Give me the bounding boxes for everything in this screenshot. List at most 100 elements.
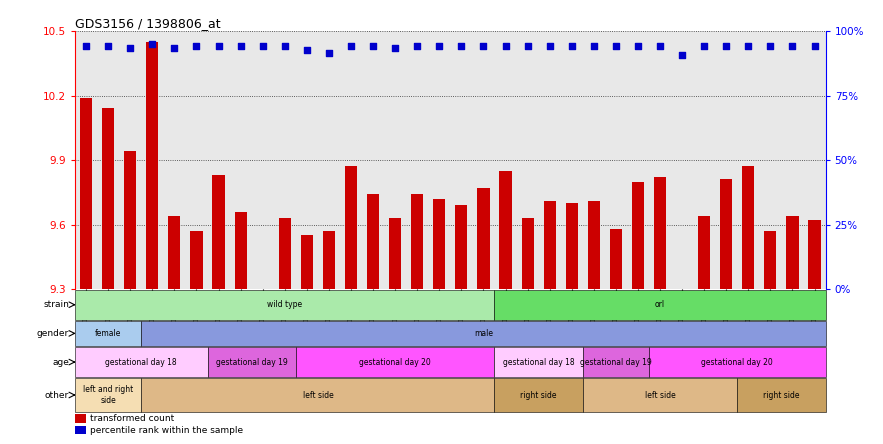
- Text: orl: orl: [655, 300, 665, 309]
- Point: [477, 43, 491, 50]
- Bar: [566, 203, 577, 289]
- Text: left and right
side: left and right side: [83, 385, 133, 404]
- Bar: [208, 347, 296, 377]
- Point: [366, 43, 381, 50]
- Bar: [367, 194, 379, 289]
- Bar: [522, 218, 533, 289]
- Point: [168, 45, 182, 52]
- Text: wild type: wild type: [268, 300, 302, 309]
- Bar: [456, 205, 467, 289]
- Point: [521, 43, 535, 50]
- Point: [586, 43, 600, 50]
- Point: [609, 43, 623, 50]
- Bar: [500, 171, 511, 289]
- Point: [653, 43, 668, 50]
- Text: right side: right side: [763, 391, 800, 400]
- Bar: [75, 426, 87, 434]
- Text: other: other: [45, 391, 69, 400]
- Bar: [75, 415, 87, 423]
- Point: [719, 43, 733, 50]
- Bar: [649, 347, 826, 377]
- Text: gestational day 20: gestational day 20: [701, 357, 774, 367]
- Bar: [610, 229, 622, 289]
- Bar: [632, 182, 644, 289]
- Text: transformed count: transformed count: [90, 414, 174, 423]
- Bar: [478, 188, 489, 289]
- Bar: [544, 201, 555, 289]
- Bar: [809, 220, 820, 289]
- Point: [102, 43, 115, 50]
- Point: [630, 43, 645, 50]
- Bar: [583, 378, 737, 412]
- Point: [675, 51, 689, 58]
- Text: gestational day 19: gestational day 19: [215, 357, 288, 367]
- Bar: [389, 218, 401, 289]
- Text: left side: left side: [303, 391, 333, 400]
- Bar: [169, 216, 180, 289]
- Text: left side: left side: [645, 391, 675, 400]
- Point: [565, 43, 579, 50]
- Text: right side: right side: [520, 391, 557, 400]
- Bar: [411, 194, 423, 289]
- Bar: [125, 151, 136, 289]
- Point: [212, 43, 226, 50]
- Point: [786, 43, 800, 50]
- Bar: [698, 216, 710, 289]
- Bar: [588, 201, 600, 289]
- Bar: [141, 378, 494, 412]
- Point: [808, 43, 822, 50]
- Point: [763, 43, 777, 50]
- Bar: [296, 347, 494, 377]
- Bar: [323, 231, 335, 289]
- Bar: [494, 347, 583, 377]
- Bar: [721, 179, 732, 289]
- Text: gestational day 18: gestational day 18: [502, 357, 575, 367]
- Bar: [191, 231, 202, 289]
- Point: [299, 47, 314, 54]
- Bar: [75, 289, 494, 320]
- Point: [322, 49, 336, 56]
- Bar: [787, 216, 798, 289]
- Bar: [654, 177, 666, 289]
- Point: [542, 43, 557, 50]
- Bar: [279, 218, 291, 289]
- Text: gestational day 18: gestational day 18: [105, 357, 177, 367]
- Point: [433, 43, 447, 50]
- Point: [698, 43, 712, 50]
- Bar: [102, 108, 114, 289]
- Bar: [494, 378, 583, 412]
- Bar: [75, 347, 208, 377]
- Bar: [75, 321, 141, 346]
- Text: strain: strain: [43, 300, 69, 309]
- Text: gestational day 19: gestational day 19: [580, 357, 652, 367]
- Bar: [235, 212, 246, 289]
- Bar: [345, 166, 357, 289]
- Bar: [434, 199, 445, 289]
- Point: [189, 43, 203, 50]
- Point: [79, 43, 94, 50]
- Text: gender: gender: [37, 329, 69, 338]
- Bar: [301, 235, 313, 289]
- Bar: [75, 378, 141, 412]
- Point: [145, 40, 160, 48]
- Point: [343, 43, 358, 50]
- Text: percentile rank within the sample: percentile rank within the sample: [90, 426, 243, 435]
- Point: [742, 43, 756, 50]
- Point: [256, 43, 270, 50]
- Bar: [765, 231, 776, 289]
- Bar: [743, 166, 754, 289]
- Bar: [737, 378, 826, 412]
- Point: [233, 43, 247, 50]
- Point: [499, 43, 513, 50]
- Bar: [80, 98, 92, 289]
- Text: GDS3156 / 1398806_at: GDS3156 / 1398806_at: [75, 17, 221, 30]
- Point: [454, 43, 468, 50]
- Text: gestational day 20: gestational day 20: [359, 357, 431, 367]
- Point: [389, 45, 403, 52]
- Point: [410, 43, 424, 50]
- Text: male: male: [474, 329, 493, 338]
- Bar: [213, 175, 224, 289]
- Bar: [147, 42, 158, 289]
- Text: age: age: [52, 357, 69, 367]
- Point: [124, 45, 138, 52]
